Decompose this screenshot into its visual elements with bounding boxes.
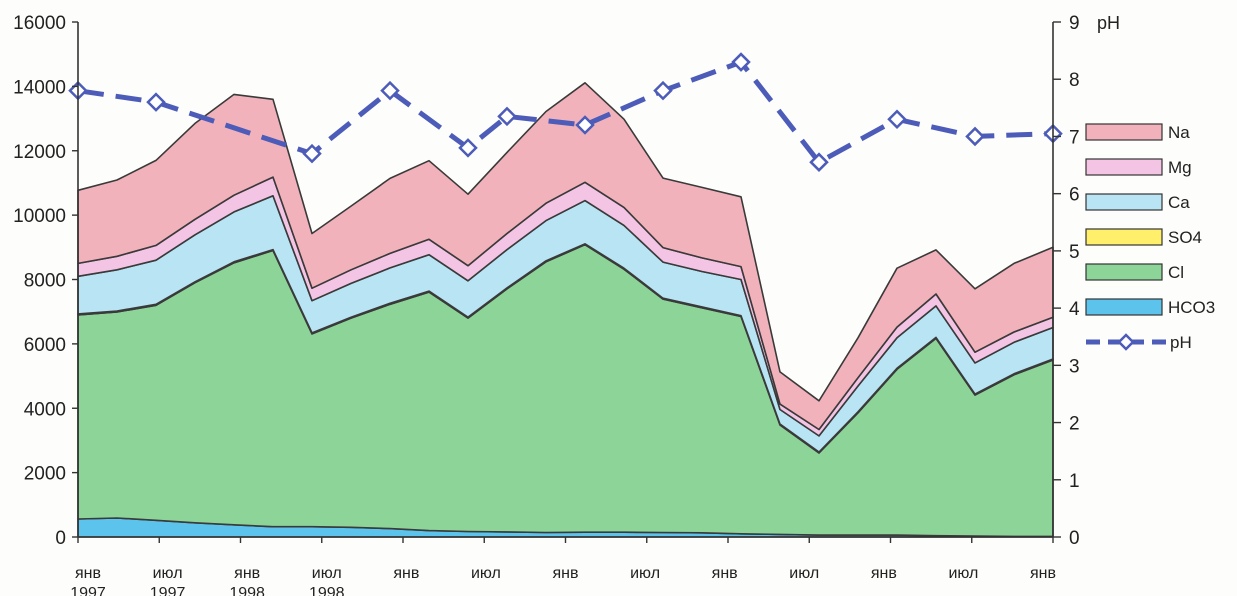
y-tick-label: 16000 (13, 13, 66, 34)
ph-point (653, 80, 673, 101)
x-tick-label: июл (471, 565, 501, 582)
x-tick-label: янв (393, 565, 419, 582)
y-tick-label: 2000 (24, 464, 66, 485)
x-tick-year: 1997 (150, 585, 186, 596)
legend-label-cl: Cl (1168, 263, 1184, 282)
x-tick-label: июл (153, 565, 183, 582)
x-tick-label: янв (1030, 565, 1056, 582)
y-tick-label: 12000 (13, 142, 66, 163)
legend-marker-ph (1117, 333, 1135, 351)
x-tick-year: 1998 (309, 585, 345, 596)
y2-tick-label: 3 (1069, 356, 1080, 377)
y2-tick-label: 1 (1069, 471, 1080, 492)
x-tick-label: янв (75, 565, 101, 582)
x-axis-ticks: янв июл янв июл янв июл янв июл янв июл янв июл янв 1… (70, 537, 1056, 596)
legend-label-hco3: HCO3 (1168, 298, 1215, 317)
legend-label-mg: Mg (1168, 158, 1192, 177)
ph-point (458, 138, 478, 158)
y2-axis-title: pH (1097, 13, 1120, 33)
y2-tick-label: 2 (1069, 414, 1080, 435)
y2-tick-label: 0 (1069, 528, 1080, 549)
x-tick-year: 1997 (70, 585, 106, 596)
ph-point (809, 152, 829, 172)
ph-point (380, 80, 400, 101)
ph-point (731, 52, 751, 72)
legend-swatch-ca (1085, 193, 1163, 211)
y-tick-label: 10000 (13, 206, 66, 227)
legend-label-ph: pH (1170, 333, 1192, 352)
x-tick-label: июл (948, 565, 978, 582)
y-tick-label: 14000 (13, 77, 66, 98)
y2-tick-label: 8 (1069, 70, 1080, 91)
ph-point (302, 143, 322, 164)
stacked-areas (77, 82, 1054, 538)
x-tick-label: июл (789, 565, 819, 582)
ph-line-series (68, 52, 1063, 172)
legend-swatch-na (1085, 123, 1163, 141)
legend-swatch-mg (1085, 158, 1163, 176)
legend-swatch-hco3 (1085, 298, 1163, 316)
y2-tick-label: 9 (1069, 13, 1080, 34)
legend-swatch-so4 (1085, 228, 1163, 246)
x-tick-year: 1998 (229, 585, 265, 596)
legend-swatch-cl (1085, 263, 1163, 281)
x-tick-label: янв (553, 565, 579, 582)
y2-tick-label: 6 (1069, 185, 1080, 206)
y-axis-ticks: 0 2000 4000 6000 8000 10000 12000 14000 16000 (13, 13, 78, 549)
ph-point (965, 126, 985, 147)
legend: Na Mg Ca SO4 Cl HCO3 pH (1085, 123, 1215, 352)
legend-label-ca: Ca (1168, 193, 1190, 212)
legend-label-na: Na (1168, 123, 1190, 142)
y-tick-label: 8000 (24, 271, 66, 292)
ph-point (575, 115, 595, 135)
y-tick-label: 4000 (24, 399, 66, 420)
x-tick-label: янв (712, 565, 738, 582)
y2-axis-ticks: 0 1 2 3 4 5 6 7 8 9 pH (1053, 13, 1120, 549)
y2-tick-label: 5 (1069, 242, 1080, 263)
y-tick-label: 0 (55, 528, 66, 549)
y2-tick-label: 4 (1069, 299, 1080, 320)
x-tick-label: июл (312, 565, 342, 582)
x-tick-label: янв (234, 565, 260, 582)
x-tick-label: янв (871, 565, 897, 582)
y-tick-label: 6000 (24, 335, 66, 356)
x-tick-label: июл (630, 565, 660, 582)
ph-point (146, 92, 166, 112)
legend-label-so4: SO4 (1168, 228, 1202, 247)
y2-tick-label: 7 (1069, 127, 1080, 148)
ph-point (497, 106, 517, 127)
ph-point (887, 109, 907, 130)
